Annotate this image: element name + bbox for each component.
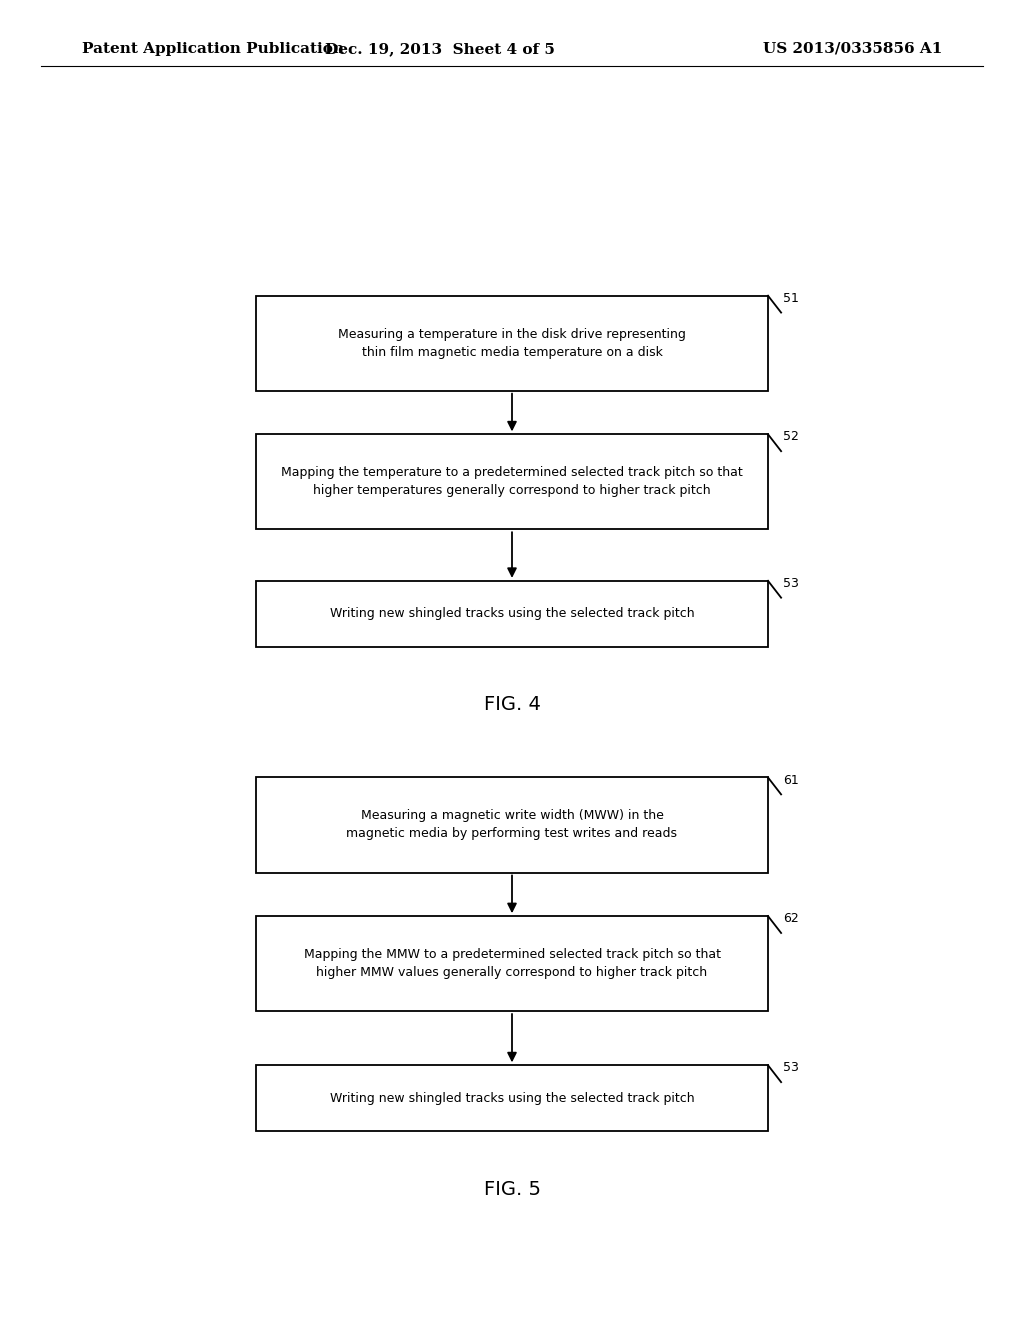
Text: 61: 61 [782, 774, 799, 787]
Text: 52: 52 [782, 430, 799, 444]
Text: US 2013/0335856 A1: US 2013/0335856 A1 [763, 42, 942, 55]
Text: 53: 53 [782, 577, 799, 590]
Text: Writing new shingled tracks using the selected track pitch: Writing new shingled tracks using the se… [330, 1092, 694, 1105]
Text: Mapping the MMW to a predetermined selected track pitch so that
higher MMW value: Mapping the MMW to a predetermined selec… [303, 948, 721, 979]
Bar [256, 916, 768, 1011]
Text: 51: 51 [782, 292, 799, 305]
Bar [256, 434, 768, 529]
Text: FIG. 5: FIG. 5 [483, 1180, 541, 1199]
Bar [256, 777, 768, 873]
Text: FIG. 4: FIG. 4 [483, 696, 541, 714]
Bar [256, 1065, 768, 1131]
Text: 62: 62 [782, 912, 799, 925]
Bar [256, 296, 768, 391]
Bar [256, 581, 768, 647]
Text: Patent Application Publication: Patent Application Publication [82, 42, 344, 55]
Text: Mapping the temperature to a predetermined selected track pitch so that
higher t: Mapping the temperature to a predetermin… [282, 466, 742, 498]
Text: 53: 53 [782, 1061, 799, 1074]
Text: Dec. 19, 2013  Sheet 4 of 5: Dec. 19, 2013 Sheet 4 of 5 [326, 42, 555, 55]
Text: Measuring a temperature in the disk drive representing
thin film magnetic media : Measuring a temperature in the disk driv… [338, 327, 686, 359]
Text: Writing new shingled tracks using the selected track pitch: Writing new shingled tracks using the se… [330, 607, 694, 620]
Text: Measuring a magnetic write width (MWW) in the
magnetic media by performing test : Measuring a magnetic write width (MWW) i… [346, 809, 678, 841]
